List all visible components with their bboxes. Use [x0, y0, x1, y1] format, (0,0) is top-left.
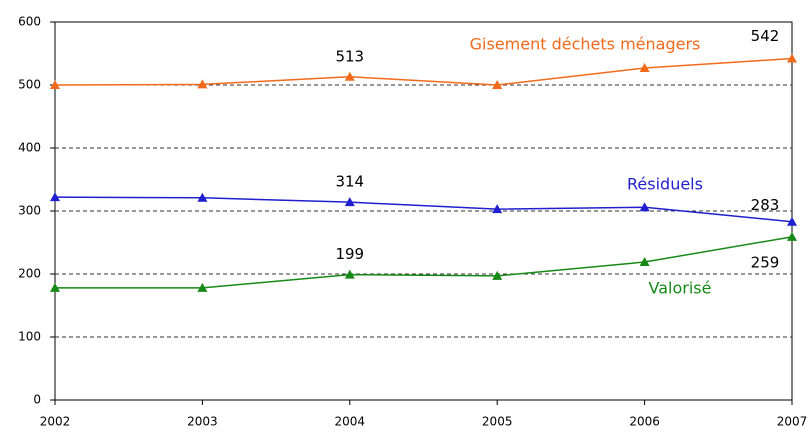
- data-label: 283: [751, 196, 780, 214]
- series-name: Valorisé: [649, 279, 712, 298]
- x-tick-label: 2006: [629, 415, 660, 429]
- series-name: Gisement déchets ménagers: [470, 35, 701, 54]
- data-label: 259: [751, 253, 780, 271]
- y-tick-label: 100: [18, 330, 41, 344]
- point-marker: [197, 192, 208, 202]
- series-name: Résiduels: [627, 175, 703, 194]
- point-marker: [787, 53, 797, 63]
- x-tick-label: 2007: [777, 415, 808, 429]
- point-marker: [639, 202, 650, 212]
- x-tick-label: 2004: [335, 415, 366, 429]
- x-tick-label: 2002: [40, 415, 71, 429]
- data-label: 199: [335, 245, 364, 263]
- series-line: [54, 196, 793, 223]
- point-marker: [639, 257, 650, 267]
- point-marker: [787, 216, 797, 226]
- point-marker: [50, 80, 60, 89]
- point-marker: [344, 269, 355, 279]
- point-marker: [492, 270, 503, 280]
- point-marker: [50, 192, 60, 202]
- data-label: 542: [751, 27, 780, 45]
- point-marker: [197, 282, 208, 292]
- y-tick-label: 600: [18, 15, 41, 29]
- point-marker: [50, 282, 60, 292]
- y-tick-label: 0: [33, 393, 41, 407]
- point-marker: [492, 80, 503, 89]
- point-marker: [639, 62, 650, 72]
- point-marker: [344, 197, 355, 207]
- series-line: [55, 236, 793, 289]
- y-tick-label: 500: [18, 78, 41, 92]
- data-label: 314: [335, 173, 364, 191]
- point-marker: [492, 204, 503, 214]
- x-tick-label: 2003: [187, 415, 218, 429]
- y-tick-label: 200: [18, 267, 41, 281]
- series-line: [54, 57, 793, 86]
- y-tick-label: 300: [18, 204, 41, 218]
- point-marker: [787, 231, 797, 241]
- point-marker: [197, 79, 208, 89]
- point-marker: [344, 71, 355, 81]
- x-tick-label: 2005: [482, 415, 513, 429]
- data-label: 513: [335, 47, 364, 65]
- y-tick-label: 400: [18, 141, 41, 155]
